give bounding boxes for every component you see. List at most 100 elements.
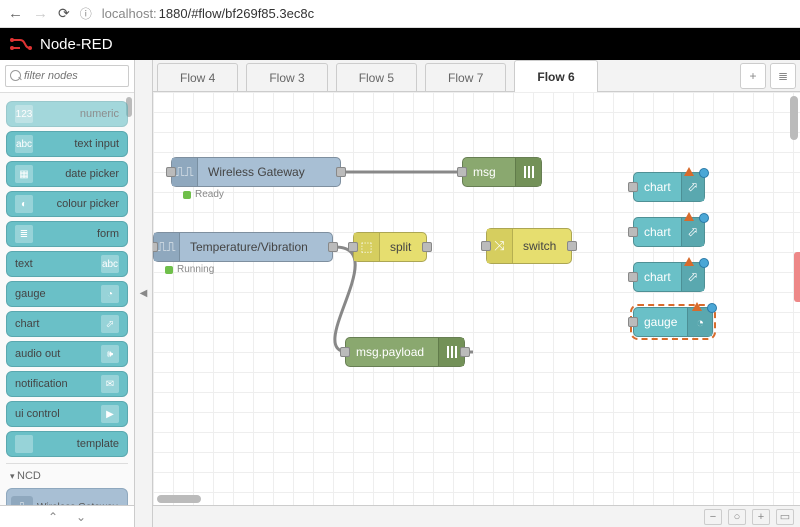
site-info-icon[interactable]: ⓘ — [80, 5, 92, 22]
node-msgp[interactable]: msg.payload — [345, 337, 465, 367]
palette-collapse-down-icon[interactable]: ⌄ — [76, 510, 86, 524]
node-port-out[interactable] — [567, 241, 577, 251]
form-icon: ≣ — [15, 225, 33, 243]
workspace: Flow 4 Flow 3 Flow 5 Flow 7 Flow 6 + ≣ ⎍⎍Wir… — [153, 60, 800, 527]
url-path: 1880/#flow/bf269f85.3ec8c — [159, 6, 314, 21]
changed-badge-icon — [707, 303, 717, 313]
zoom-reset-button[interactable]: ○ — [728, 509, 746, 525]
audio-out-icon: 🕪 — [101, 345, 119, 363]
node-port-out[interactable] — [422, 242, 432, 252]
changed-badge-icon — [699, 168, 709, 178]
status-dot-icon — [183, 191, 191, 199]
node-port-out[interactable] — [460, 347, 470, 357]
tab-flow-4[interactable]: Flow 4 — [157, 63, 238, 91]
node-port-in[interactable] — [628, 182, 638, 192]
add-flow-button[interactable]: + — [740, 63, 766, 89]
palette-node-form[interactable]: ≣ form — [6, 221, 128, 247]
node-tv[interactable]: ⎍⎍Temperature/Vibration — [153, 232, 333, 262]
node-port-in[interactable] — [340, 347, 350, 357]
node-port-in[interactable] — [628, 272, 638, 282]
palette-node-template[interactable]: template — [6, 431, 128, 457]
tab-flow-5[interactable]: Flow 5 — [336, 63, 417, 91]
palette-toggle-button[interactable]: ◀ — [135, 60, 153, 527]
tab-flow-7[interactable]: Flow 7 — [425, 63, 506, 91]
node-split[interactable]: ⬚split — [353, 232, 427, 262]
palette-node-wireless-gateway[interactable]: ⎍ Wireless Gateway — [6, 488, 128, 505]
node-c1[interactable]: chart⬀ — [633, 172, 705, 202]
flow-canvas[interactable]: ⎍⎍Wireless Gateway Ready msg ⎍⎍Temperature/… — [153, 92, 800, 505]
status-dot-icon — [165, 266, 173, 274]
node-port-in[interactable] — [153, 242, 158, 252]
canvas-scrollbar-v[interactable] — [790, 96, 798, 140]
node-label: msg.payload — [346, 345, 438, 359]
changed-badge-icon — [699, 213, 709, 223]
node-port-in[interactable] — [457, 167, 467, 177]
palette-footer: ⌃ ⌄ — [0, 505, 134, 527]
palette-node-numeric[interactable]: 123numeric — [6, 101, 128, 127]
changed-badge-icon — [699, 258, 709, 268]
palette-node-label: gauge — [15, 288, 46, 300]
palette-node-label: form — [97, 228, 119, 240]
flow-list-button[interactable]: ≣ — [770, 63, 796, 89]
notification-icon: ✉ — [101, 375, 119, 393]
zoom-out-button[interactable]: − — [704, 509, 722, 525]
palette-node-chart[interactable]: chart⬀ — [6, 311, 128, 337]
tab-bar: Flow 4 Flow 3 Flow 5 Flow 7 Flow 6 + ≣ — [153, 60, 800, 92]
wireless-icon: ⎍ — [11, 496, 33, 505]
app-header: Node-RED — [0, 28, 800, 60]
template-icon — [15, 435, 33, 453]
node-msg[interactable]: msg — [462, 157, 542, 187]
palette-filter-input[interactable] — [5, 65, 129, 87]
node-c2[interactable]: chart⬀ — [633, 217, 705, 247]
node-port-in[interactable] — [628, 317, 638, 327]
node-status: Ready — [183, 189, 224, 200]
palette-node-text-input[interactable]: abc text input — [6, 131, 128, 157]
canvas-scrollbar-h[interactable] — [157, 495, 201, 503]
node-wg[interactable]: ⎍⎍Wireless Gateway — [171, 157, 341, 187]
back-button[interactable]: ← — [8, 5, 23, 22]
node-label: switch — [513, 239, 571, 253]
palette-node-label: text input — [74, 138, 119, 150]
palette-node-text[interactable]: textabc — [6, 251, 128, 277]
reload-button[interactable]: ⟳ — [58, 5, 70, 22]
palette-node-ui-control[interactable]: ui control ▶ — [6, 401, 128, 427]
ui-control-icon: ▶ — [101, 405, 119, 423]
palette-node-label: ui control — [15, 408, 60, 420]
zoom-in-button[interactable]: + — [752, 509, 770, 525]
workspace-footer: − ○ + ▭ — [153, 505, 800, 527]
palette-node-gauge[interactable]: gauge◔ — [6, 281, 128, 307]
text-input-icon: abc — [15, 135, 33, 153]
node-gauge[interactable]: gauge◔ — [633, 307, 713, 337]
node-label: gauge — [634, 315, 687, 329]
palette-sidebar: 123numeric abc text input ▦date picker ◐colo… — [0, 60, 135, 527]
node-port-in[interactable] — [348, 242, 358, 252]
tab-flow-3[interactable]: Flow 3 — [246, 63, 327, 91]
palette-node-label: Wireless Gateway — [37, 502, 118, 506]
error-badge-icon — [684, 212, 694, 221]
palette-collapse-up-icon[interactable]: ⌃ — [48, 510, 58, 524]
palette-category-ncd[interactable]: NCD — [6, 463, 128, 484]
palette-node-notification[interactable]: notification✉ — [6, 371, 128, 397]
palette-node-colour-picker[interactable]: ◐colour picker — [6, 191, 128, 217]
palette-node-label: numeric — [80, 108, 119, 120]
colour-picker-icon: ◐ — [15, 195, 33, 213]
palette-node-label: date picker — [65, 168, 119, 180]
palette-node-date-picker[interactable]: ▦date picker — [6, 161, 128, 187]
node-port-out[interactable] — [328, 242, 338, 252]
node-c3[interactable]: chart⬀ — [633, 262, 705, 292]
app-title: Node-RED — [40, 36, 113, 53]
tab-flow-6[interactable]: Flow 6 — [514, 60, 597, 92]
navigator-button[interactable]: ▭ — [776, 509, 794, 525]
browser-toolbar: ← → ⟳ ⓘ localhost: 1880/#flow/bf269f85.3… — [0, 0, 800, 28]
node-port-in[interactable] — [166, 167, 176, 177]
debug-icon — [515, 158, 541, 186]
node-label: split — [380, 240, 426, 254]
nodered-logo-icon — [10, 37, 32, 51]
node-switch[interactable]: ⤨switch — [486, 228, 572, 264]
node-port-out[interactable] — [336, 167, 346, 177]
node-label: chart — [634, 180, 681, 194]
forward-button[interactable]: → — [33, 5, 48, 22]
node-port-in[interactable] — [481, 241, 491, 251]
node-port-in[interactable] — [628, 227, 638, 237]
palette-node-audio-out[interactable]: audio out🕪 — [6, 341, 128, 367]
